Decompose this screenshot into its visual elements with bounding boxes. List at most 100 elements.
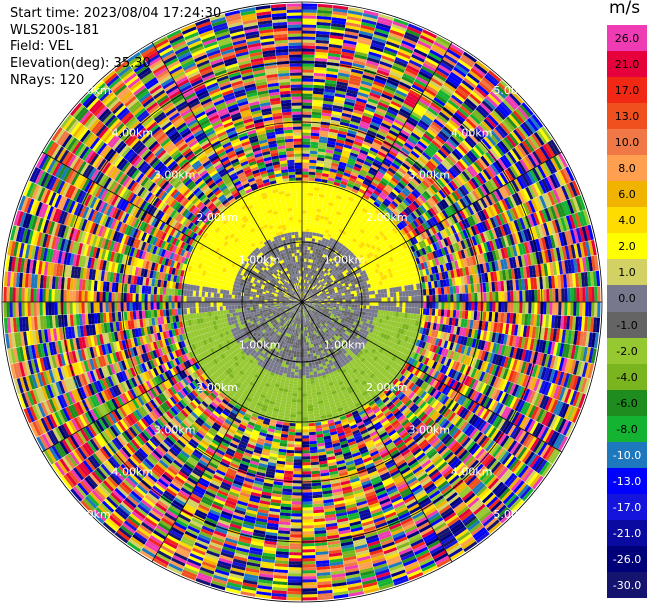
range-gate — [531, 302, 535, 314]
range-gate — [325, 79, 337, 85]
range-gate — [302, 132, 311, 136]
range-gate — [350, 71, 363, 78]
range-gate — [302, 30, 316, 34]
range-gate — [350, 307, 355, 311]
range-gate — [314, 69, 326, 74]
range-gate — [324, 88, 336, 94]
range-gate — [312, 247, 317, 252]
range-gate — [304, 243, 309, 247]
range-gate — [303, 279, 305, 283]
range-gate — [534, 289, 538, 302]
range-gate — [339, 158, 348, 164]
range-gate — [302, 213, 307, 217]
range-gate — [498, 302, 502, 313]
range-gate — [303, 264, 306, 268]
range-gate — [377, 101, 389, 109]
range-gate — [357, 36, 372, 43]
range-gate — [317, 6, 333, 12]
range-gate — [447, 294, 451, 302]
range-gate — [359, 86, 371, 93]
range-gate — [302, 117, 312, 121]
range-gate — [303, 294, 306, 298]
range-gate — [355, 48, 369, 55]
range-gate — [305, 289, 308, 293]
range-gate — [313, 257, 317, 261]
range-gate — [312, 250, 316, 255]
range-gate — [329, 214, 335, 220]
range-gate — [315, 235, 320, 240]
range-gate — [313, 263, 317, 267]
range-gate — [302, 258, 305, 262]
range-gate — [432, 295, 436, 302]
range-gate — [302, 15, 317, 19]
range-gate — [303, 291, 305, 295]
range-gate — [393, 297, 397, 302]
range-gate — [302, 27, 316, 31]
range-gate — [567, 287, 571, 302]
range-gate — [308, 280, 312, 285]
range-gate — [372, 302, 376, 306]
range-gate — [317, 9, 333, 15]
range-gate — [402, 296, 406, 302]
range-gate — [302, 183, 309, 187]
range-gate — [314, 184, 321, 188]
range-gate — [347, 129, 357, 136]
range-gate — [431, 308, 436, 316]
range-gate — [324, 158, 333, 163]
range-gate — [302, 84, 314, 88]
range-gate — [321, 228, 326, 233]
range-gate — [331, 222, 337, 227]
range-gate — [337, 189, 345, 195]
range-gate — [383, 87, 396, 95]
range-gate — [317, 227, 322, 231]
range-gate — [341, 177, 349, 183]
range-gate — [303, 270, 306, 274]
range-gate — [302, 21, 317, 25]
range-gate — [340, 180, 348, 186]
range-gate — [302, 294, 304, 298]
range-gate — [341, 51, 355, 57]
range-gate — [372, 115, 383, 123]
range-gate — [327, 177, 335, 182]
range-gate — [465, 302, 469, 311]
range-gate — [373, 31, 389, 38]
range-gate — [477, 292, 481, 302]
range-gate — [369, 45, 384, 53]
range-gate — [319, 190, 326, 195]
range-gate — [302, 12, 317, 16]
range-gate — [395, 311, 399, 318]
range-gate — [328, 230, 334, 235]
range-gate — [386, 310, 391, 316]
range-gate — [307, 261, 311, 266]
range-gate — [317, 148, 326, 153]
range-gate — [347, 294, 352, 298]
range-gate — [308, 165, 317, 170]
range-gate — [313, 190, 320, 194]
range-gate — [323, 219, 329, 224]
range-gate — [455, 310, 460, 319]
range-gate — [336, 78, 349, 84]
range-gate — [316, 21, 331, 26]
range-gate — [564, 288, 568, 302]
range-gate — [331, 113, 342, 119]
range-gate — [362, 112, 374, 119]
range-gate — [302, 18, 317, 22]
range-gate — [302, 159, 310, 163]
range-gate — [375, 297, 379, 302]
range-gate — [321, 173, 329, 178]
range-gate — [361, 115, 373, 122]
range-gate — [306, 204, 313, 209]
range-gate — [311, 126, 321, 131]
range-gate — [318, 142, 327, 147]
range-gate — [446, 286, 451, 295]
range-gate — [459, 293, 463, 302]
range-gate — [302, 165, 309, 169]
range-gate — [555, 302, 559, 316]
range-gate — [326, 236, 331, 241]
range-gate — [327, 180, 335, 185]
range-gate — [474, 302, 478, 311]
range-gate — [465, 293, 469, 302]
range-gate — [304, 276, 306, 280]
range-gate — [302, 210, 307, 214]
range-gate — [334, 93, 346, 98]
